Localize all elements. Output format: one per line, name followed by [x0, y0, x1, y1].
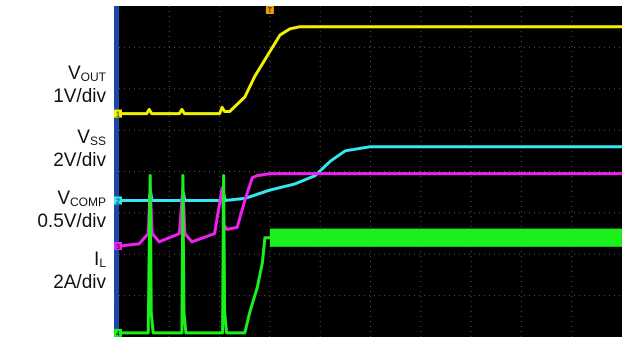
- trigger-marker: [265, 6, 274, 14]
- vss-ground-marker: [114, 196, 122, 205]
- vcomp-scale: 0.5V/div: [37, 211, 106, 232]
- vout-label-sub: OUT: [80, 70, 106, 84]
- trigger-indicator: T: [265, 6, 274, 15]
- vss-label-sub: SS: [89, 134, 106, 148]
- vout-label-main: V: [67, 63, 81, 84]
- plot-background: [114, 6, 622, 337]
- channel-markers: 1 2 3 4: [114, 109, 122, 337]
- trigger-marker-label: T: [268, 8, 273, 15]
- il-trace: [119, 174, 622, 335]
- il-label: IL 2A/div: [53, 248, 106, 294]
- vcomp-label-sub: COMP: [70, 195, 106, 209]
- il-scale: 2A/div: [53, 272, 106, 293]
- plot-traces: [118, 25, 622, 335]
- vcomp-marker-number: 3: [116, 244, 120, 251]
- oscilloscope-plot: 1 2 3 4 T: [114, 6, 622, 337]
- il-ground-marker: [114, 328, 122, 337]
- channel-labels: VOUT 1V/div VSS 2V/div VCOMP 0.5V/div IL…: [0, 0, 114, 337]
- vss-scale: 2V/div: [53, 150, 106, 171]
- vcomp-label-main: V: [57, 188, 70, 209]
- vss-marker-number: 2: [116, 198, 120, 205]
- vout-label: VOUT 1V/div: [53, 62, 106, 108]
- vcomp-ground-marker: [114, 241, 122, 250]
- il-label-sub: L: [99, 256, 106, 270]
- vout-scale: 1V/div: [53, 86, 106, 107]
- il-marker-number: 4: [116, 331, 120, 337]
- vout-marker-number: 1: [116, 112, 120, 119]
- il-label-main: I: [94, 249, 100, 270]
- vss-label-main: V: [77, 127, 90, 148]
- vout-trace: [119, 25, 622, 116]
- oscilloscope-display: 1 2 3 4 T: [114, 6, 622, 337]
- plot-grid: [119, 6, 622, 337]
- vcomp-label: VCOMP 0.5V/div: [37, 187, 106, 233]
- il-ripple-band: [269, 228, 622, 247]
- vout-ground-marker: [114, 109, 122, 118]
- vss-label: VSS 2V/div: [53, 126, 106, 172]
- plot-left-bar: [114, 6, 119, 337]
